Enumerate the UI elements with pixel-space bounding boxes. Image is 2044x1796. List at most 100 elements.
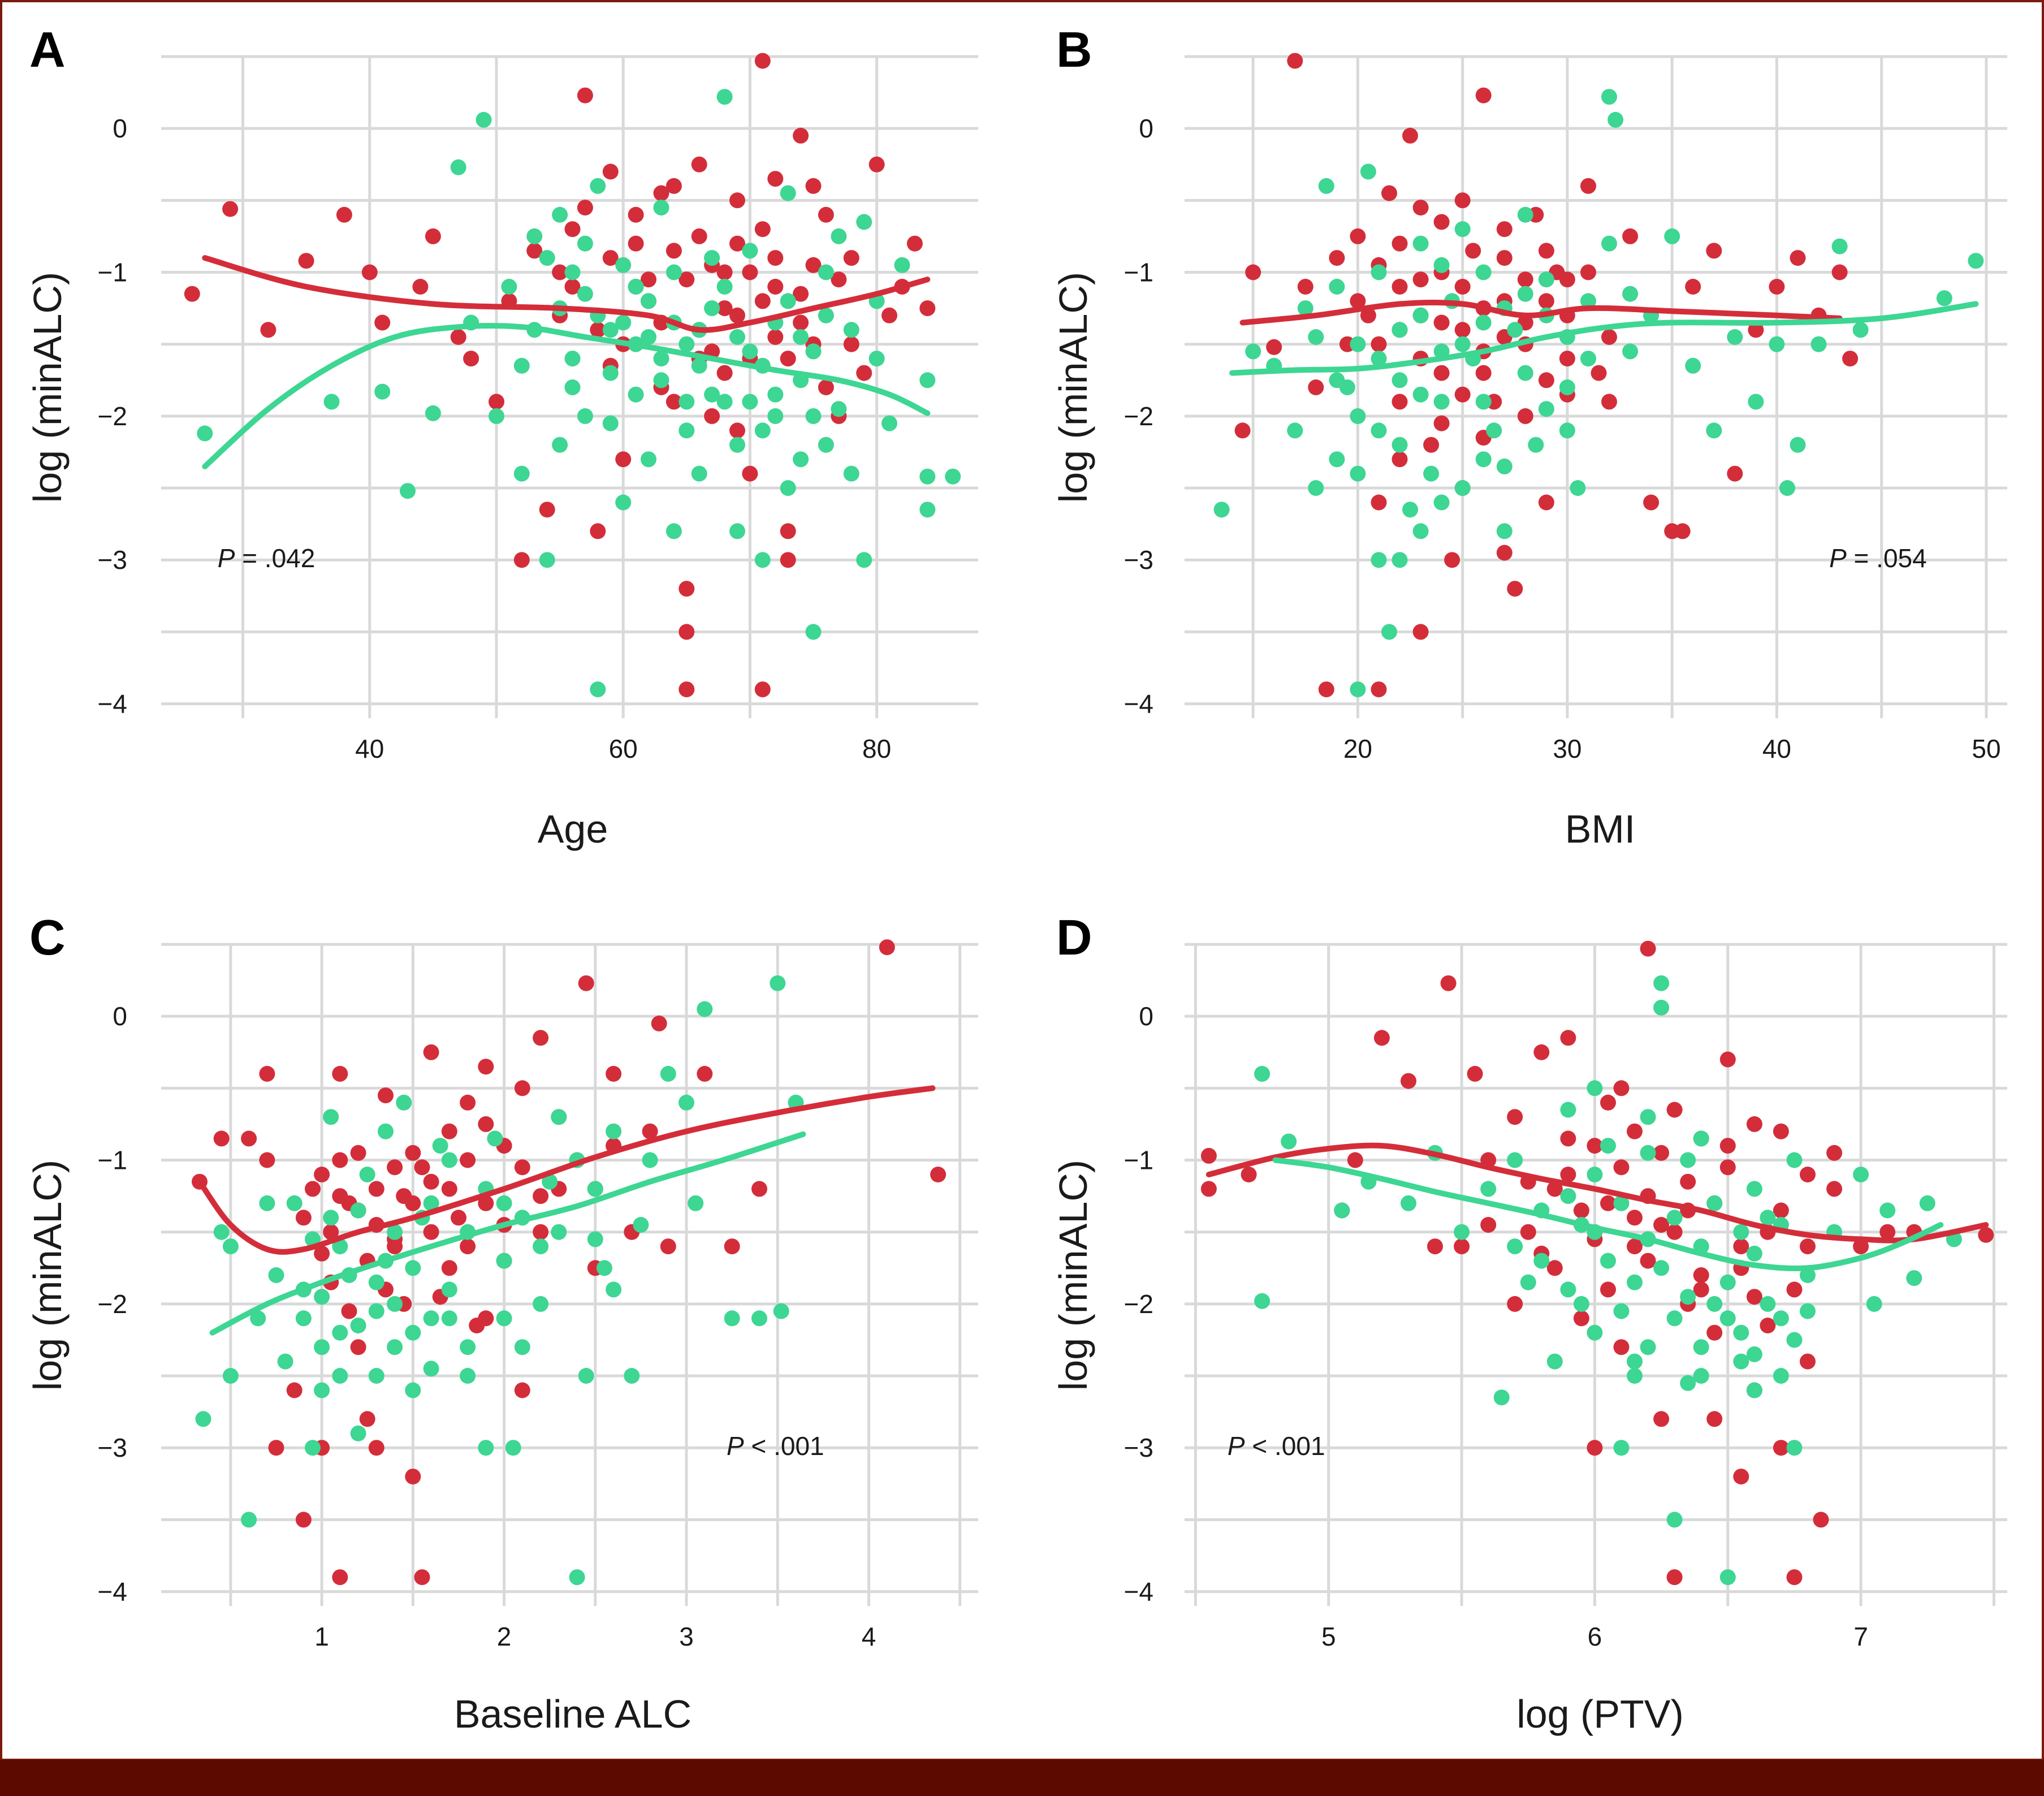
- panel-a-point-green: [450, 159, 466, 175]
- panel-a-point-red: [919, 300, 936, 317]
- panel-a-p-value: P = .042: [218, 543, 316, 573]
- panel-c-point-red: [405, 1469, 421, 1485]
- panel-b-point-green: [1748, 394, 1764, 410]
- panel-d-point-green: [1800, 1303, 1816, 1319]
- panel-a-point-green: [691, 465, 707, 482]
- panel-a-point-red: [729, 422, 745, 439]
- panel-d-point-green: [1786, 1152, 1803, 1168]
- panel-c-point-green: [751, 1310, 767, 1327]
- panel-c-y-ticks: 0 −1 −2 −3 −4: [98, 1001, 127, 1606]
- panel-a-point-green: [679, 422, 695, 439]
- panel-a-y-tick-label: −2: [98, 401, 127, 431]
- panel-c-point-red: [396, 1188, 412, 1204]
- panel-b-point-green: [1517, 365, 1533, 381]
- panel-a-point-green: [577, 235, 593, 252]
- panel-b-point-green: [1852, 322, 1869, 338]
- panel-a-point-red: [666, 243, 682, 259]
- panel-b-point-green: [1412, 386, 1429, 403]
- panel-b-point-green: [1392, 437, 1408, 453]
- panel-a-point-red: [906, 235, 923, 252]
- panel-a-x-ticks: 40 60 80: [355, 734, 891, 763]
- panel-b-point-green: [1381, 624, 1397, 640]
- panel-d-point-red: [1200, 1181, 1217, 1197]
- panel-c-point-green: [423, 1310, 439, 1327]
- panel-c-point-red: [423, 1044, 439, 1060]
- panel-b-point-red: [1392, 235, 1408, 252]
- panel-b-point-green: [1454, 336, 1471, 352]
- panel-a-point-green: [919, 372, 936, 388]
- panel-a-point-green: [425, 405, 441, 421]
- panel-a-point-green: [577, 408, 593, 424]
- panel-b-point-green: [1412, 307, 1429, 323]
- panel-b-y-tick-label: −3: [1124, 545, 1153, 575]
- panel-d-point-red: [1786, 1569, 1803, 1586]
- panel-d-point-green: [1733, 1353, 1749, 1370]
- panel-d-point-red: [1560, 1030, 1576, 1046]
- panel-d-point-red: [1613, 1080, 1630, 1096]
- panel-b-point-red: [1790, 250, 1806, 266]
- panel-c-point-green: [679, 1094, 694, 1111]
- panel-b-point-red: [1423, 437, 1440, 453]
- panel-c-point-green: [441, 1281, 457, 1298]
- panel-a-point-red: [881, 307, 897, 323]
- panel-b-point-green: [1622, 343, 1639, 360]
- panel-b-point-green: [1475, 394, 1492, 410]
- panel-a-point-red: [691, 156, 707, 172]
- panel-b-y-tick-label: 0: [1139, 114, 1153, 143]
- panel-c-point-green: [606, 1123, 622, 1139]
- panel-a-point-green: [704, 300, 720, 317]
- panel-a-point-green: [653, 372, 669, 388]
- panel-c-point-green: [496, 1310, 512, 1327]
- panel-a-point-red: [336, 206, 352, 223]
- panel-a-point-red: [412, 279, 429, 295]
- panel-d-point-green: [1533, 1253, 1550, 1269]
- panel-c-p-italic: P: [727, 1431, 744, 1461]
- panel-d-point-green: [1587, 1080, 1603, 1096]
- panel-d-x-ticks: 5 6 7: [1321, 1622, 1868, 1651]
- panel-a-point-red: [767, 279, 784, 295]
- panel-b-point-green: [1392, 552, 1408, 568]
- panel-a-point-green: [767, 408, 784, 424]
- panel-d-point-red: [1507, 1109, 1523, 1125]
- panel-c-point-red: [387, 1159, 403, 1176]
- panel-b-point-red: [1360, 307, 1376, 323]
- panel-b-point-green: [1371, 351, 1387, 367]
- panel-a-point-red: [564, 279, 581, 295]
- panel-a-point-red: [818, 206, 834, 223]
- panel-d-point-green: [1254, 1293, 1271, 1309]
- panel-c-point-green: [533, 1238, 549, 1255]
- panel-c-point-green: [533, 1296, 549, 1312]
- panel-d-point-green: [1773, 1310, 1789, 1327]
- panel-c-point-red: [213, 1130, 230, 1147]
- panel-c-point-red: [423, 1224, 439, 1240]
- panel-d-point-red: [1587, 1138, 1603, 1154]
- panel-d-point-green: [1719, 1274, 1736, 1290]
- panel-c-point-red: [314, 1167, 330, 1182]
- panel-d-y-tick-label: 0: [1139, 1001, 1153, 1031]
- panel-c-point-green: [368, 1368, 384, 1384]
- panel-d-point-red: [1241, 1167, 1257, 1182]
- panel-c-point-red: [751, 1181, 767, 1197]
- panel-b-point-green: [1433, 394, 1450, 410]
- panel-b-y-ticks: 0 −1 −2 −3 −4: [1124, 114, 1153, 718]
- panel-d-point-green: [1546, 1353, 1563, 1370]
- panel-a-point-green: [400, 483, 416, 499]
- panel-d-point-green: [1879, 1202, 1896, 1219]
- panel-d-point-green: [1507, 1238, 1523, 1255]
- panel-d-point-green: [1640, 1339, 1656, 1355]
- panel-c-smooth-lines: [197, 1085, 936, 1336]
- panel-d-point-green: [1680, 1375, 1696, 1391]
- panel-c-point-green: [286, 1195, 303, 1211]
- panel-b-point-green: [1318, 178, 1334, 194]
- panel-b-point-red: [1266, 339, 1282, 355]
- panel-d-point-green: [1587, 1324, 1603, 1341]
- panel-a-point-red: [374, 314, 391, 331]
- panel-c-point-green: [305, 1440, 321, 1456]
- panel-b-grid: [1185, 55, 2007, 718]
- panel-b-point-green: [1392, 322, 1408, 338]
- panel-c-point-green: [368, 1274, 384, 1290]
- panel-a-point-red: [729, 192, 745, 209]
- panel-c-p-rest: < .001: [744, 1431, 824, 1461]
- panel-b-point-green: [1412, 235, 1429, 252]
- panel-a-point-red: [729, 235, 745, 252]
